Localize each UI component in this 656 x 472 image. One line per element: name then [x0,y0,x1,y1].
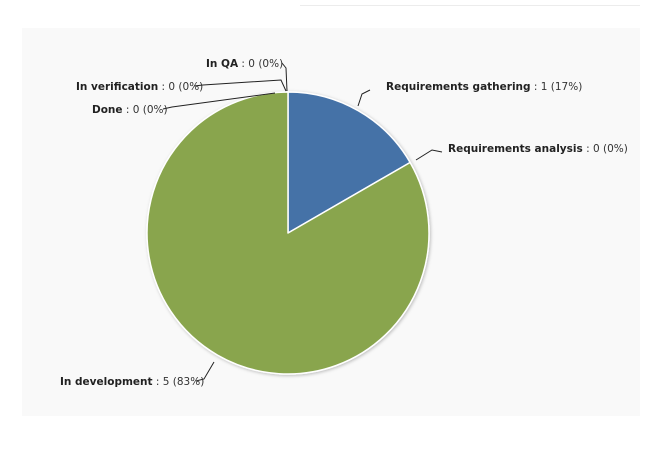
data-label-value: : 1 (17%) [531,81,583,93]
connector-requirements-analysis [415,149,443,161]
data-label-value: : 0 (0%) [158,81,203,93]
data-label-in-qa: In QA : 0 (0%) [206,58,283,70]
data-label-name: In verification [76,81,158,93]
data-label-in-development: In development : 5 (83%) [60,376,204,388]
connector-in-verification [193,79,287,92]
pie-slice-requirements-gathering[interactable] [287,91,411,234]
connector-requirements-gathering [357,89,371,107]
data-label-in-verification: In verification : 0 (0%) [76,81,203,93]
data-label-name: In QA [206,58,239,70]
connector-done [162,92,276,110]
data-label-value: : 5 (83%) [153,376,205,388]
data-label-done: Done : 0 (0%) [92,104,168,116]
data-label-name: Done [92,104,123,116]
data-label-value: : 0 (0%) [123,104,168,116]
connector-in-qa [281,62,288,92]
data-label-requirements-gathering: Requirements gathering : 1 (17%) [386,81,582,93]
connector-in-development [195,361,215,382]
data-label-value: : 0 (0%) [583,143,628,155]
pie-slice-in-development[interactable] [146,91,430,375]
top-divider [300,5,640,6]
data-label-value: : 0 (0%) [238,58,283,70]
data-label-requirements-analysis: Requirements analysis : 0 (0%) [448,143,628,155]
data-label-name: In development [60,376,153,388]
data-label-name: Requirements analysis [448,143,583,155]
data-label-name: Requirements gathering [386,81,531,93]
